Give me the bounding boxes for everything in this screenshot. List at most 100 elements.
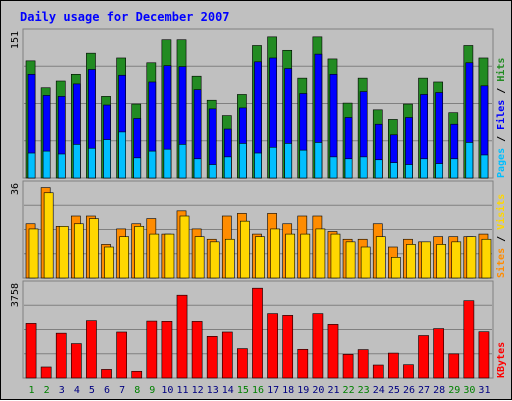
x-tick-label: 8 <box>134 385 140 396</box>
bar-pages-day-10 <box>163 148 172 179</box>
bar-sites-day-19 <box>300 233 311 279</box>
bar-sites-day-13 <box>209 241 220 279</box>
bar-pages-day-4 <box>72 144 81 179</box>
x-tick-label: 16 <box>252 385 264 396</box>
bar-sites-day-20 <box>315 228 326 279</box>
x-tick-label: 7 <box>119 385 125 396</box>
bar-pages-day-12 <box>193 158 202 179</box>
panel-series-label: KBytes <box>496 342 507 378</box>
bar-pages-day-15 <box>239 143 247 179</box>
bar-sites-day-5 <box>89 218 99 279</box>
x-tick-label: 29 <box>448 385 460 396</box>
bar-pages-day-16 <box>254 152 262 179</box>
x-tick-label: 3 <box>59 385 65 396</box>
bar-kbytes-day-24 <box>372 364 384 379</box>
bar-kbytes-day-31 <box>478 331 490 379</box>
x-tick-label: 4 <box>74 385 80 396</box>
bar-sites-day-9 <box>149 233 160 279</box>
bar-pages-day-22 <box>344 158 353 179</box>
x-tick-label: 19 <box>297 385 309 396</box>
bar-kbytes-day-15 <box>237 348 248 379</box>
bar-kbytes-day-7 <box>116 331 127 379</box>
bar-sites-day-14 <box>224 238 235 279</box>
bar-sites-day-18 <box>285 233 296 279</box>
bar-sites-day-24 <box>375 236 386 279</box>
bar-sites-day-6 <box>104 246 114 279</box>
bar-sites-day-2 <box>43 192 54 279</box>
bar-pages-day-31 <box>480 154 489 179</box>
bar-pages-day-26 <box>405 164 413 179</box>
bar-pages-day-23 <box>359 156 368 179</box>
bar-sites-day-25 <box>391 257 401 279</box>
bar-kbytes-day-8 <box>131 370 143 379</box>
bar-sites-day-4 <box>73 223 84 279</box>
bar-kbytes-day-17 <box>267 313 278 379</box>
bar-pages-day-30 <box>465 142 474 179</box>
panel-series-label: Sites / Visits <box>495 194 507 278</box>
bar-kbytes-day-29 <box>448 353 460 379</box>
bar-kbytes-day-9 <box>146 320 158 379</box>
panel-kbytes: 3758 KBytes <box>10 280 507 379</box>
bar-kbytes-day-14 <box>221 331 233 379</box>
bar-sites-day-26 <box>406 244 416 279</box>
x-tick-label: 6 <box>104 385 110 396</box>
bar-pages-day-19 <box>299 149 308 179</box>
x-tick-label: 10 <box>161 385 173 396</box>
bar-kbytes-day-21 <box>327 324 339 379</box>
x-tick-label: 17 <box>267 385 279 396</box>
bar-sites-day-27 <box>421 241 431 279</box>
x-tick-label: 27 <box>418 385 430 396</box>
bar-sites-day-23 <box>360 246 371 279</box>
bar-sites-day-1 <box>28 228 39 279</box>
x-tick-label: 9 <box>149 385 155 396</box>
bar-sites-day-21 <box>330 233 341 279</box>
bar-sites-day-28 <box>436 244 447 279</box>
bar-sites-day-3 <box>58 226 69 279</box>
bar-pages-day-18 <box>284 143 293 179</box>
bar-kbytes-day-12 <box>191 321 203 379</box>
x-tick-label: 25 <box>388 385 400 396</box>
x-tick-label: 1 <box>29 385 35 396</box>
bar-sites-day-29 <box>451 241 462 279</box>
bar-sites-day-15 <box>240 220 250 279</box>
x-tick-label: 11 <box>176 385 188 396</box>
bar-kbytes-day-19 <box>297 348 309 379</box>
x-tick-label: 15 <box>237 385 249 396</box>
panel-max-label: 36 <box>10 183 21 195</box>
x-tick-label: 13 <box>207 385 219 396</box>
bar-kbytes-day-5 <box>86 320 97 379</box>
bar-kbytes-day-28 <box>433 328 445 379</box>
bar-sites-day-10 <box>164 233 175 279</box>
bar-kbytes-day-13 <box>206 336 218 379</box>
bar-pages-day-9 <box>148 150 157 179</box>
bar-kbytes-day-11 <box>176 294 188 379</box>
x-tick-label: 18 <box>282 385 294 396</box>
x-tick-label: 14 <box>222 385 234 396</box>
bar-kbytes-day-20 <box>312 313 324 379</box>
bar-kbytes-day-26 <box>403 364 414 379</box>
bar-pages-day-29 <box>450 158 459 179</box>
panel-series-label: Pages / Files / Hits <box>495 58 507 178</box>
bar-kbytes-day-18 <box>282 315 294 379</box>
bar-pages-day-1 <box>27 152 36 179</box>
x-tick-label: 28 <box>433 385 445 396</box>
chart-title: Daily usage for December 2007 <box>20 10 230 24</box>
bar-pages-day-25 <box>390 162 398 179</box>
x-tick-label: 26 <box>403 385 415 396</box>
panel-max-label: 151 <box>10 31 21 49</box>
bar-kbytes-day-3 <box>55 332 67 379</box>
bar-pages-day-27 <box>420 158 428 179</box>
panel-hits-files-pages: 151 Pages / Files / Hits <box>10 28 507 179</box>
bar-kbytes-day-2 <box>40 366 52 379</box>
bar-sites-day-7 <box>119 236 129 279</box>
bar-pages-day-5 <box>88 147 96 179</box>
bar-pages-day-24 <box>374 159 383 179</box>
x-tick-label: 24 <box>373 385 385 396</box>
bar-pages-day-3 <box>57 153 66 179</box>
x-tick-label: 20 <box>312 385 324 396</box>
bar-kbytes-day-27 <box>418 335 429 379</box>
bar-pages-day-17 <box>269 146 277 179</box>
bar-pages-day-21 <box>329 156 338 179</box>
bar-kbytes-day-22 <box>342 354 354 379</box>
